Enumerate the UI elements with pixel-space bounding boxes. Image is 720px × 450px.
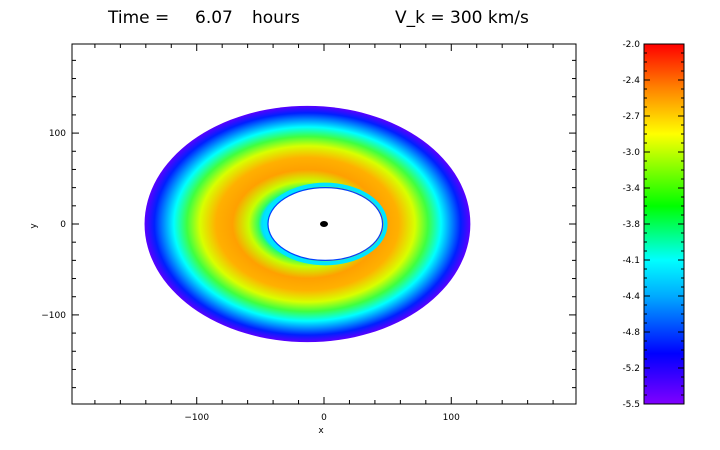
x-tick-labels: −100 0 100 xyxy=(184,413,460,423)
colorbar-tick-label: -3.4 xyxy=(622,184,640,194)
colorbar-tick-label: -2.0 xyxy=(622,40,640,50)
x-tick-label: −100 xyxy=(184,413,209,423)
colorbar-tick-label: -4.4 xyxy=(622,292,640,302)
title-velocity: V_k = 300 km/s xyxy=(395,8,529,28)
title-time-unit: hours xyxy=(252,8,300,28)
x-axis-label: x xyxy=(318,426,324,436)
inner-edge-glow xyxy=(263,182,388,266)
title-time-value: 6.07 xyxy=(195,8,233,28)
colorbar-tick-label: -4.8 xyxy=(622,328,640,338)
x-tick-label: 100 xyxy=(443,413,460,423)
density-field xyxy=(144,105,471,343)
colorbar-gradient xyxy=(643,43,685,405)
title-time-label: Time = xyxy=(107,8,169,28)
colorbar-tick-label: -2.7 xyxy=(622,112,640,122)
x-tick-label: 0 xyxy=(321,413,327,423)
colorbar-tick-label: -5.2 xyxy=(622,364,640,374)
colorbar-tick-label: -3.0 xyxy=(622,148,640,158)
y-tick-label: −100 xyxy=(41,311,66,321)
colorbar: -2.0 -2.4 -2.7 -3.0 -3.4 -3.8 -4.1 -4.4 -4.8 -5.2… xyxy=(622,40,685,410)
axis-ticks xyxy=(72,44,576,404)
y-axis-label: y xyxy=(29,223,39,229)
colorbar-tick-label: -2.4 xyxy=(622,76,640,86)
colorbar-ticks xyxy=(644,43,684,405)
y-tick-label: 0 xyxy=(60,220,66,230)
central-object xyxy=(320,221,328,227)
y-tick-label: 100 xyxy=(49,129,66,139)
plot-title: Time = 6.07 hours V_k = 300 km/s xyxy=(107,8,529,28)
colorbar-tick-label: -5.5 xyxy=(622,400,640,410)
y-tick-labels: −100 0 100 xyxy=(41,129,66,321)
colorbar-tick-label: -4.1 xyxy=(622,256,640,266)
colorbar-tick-label: -3.8 xyxy=(622,220,640,230)
colorbar-tick-labels: -2.0 -2.4 -2.7 -3.0 -3.4 -3.8 -4.1 -4.4 -4.8 -5.2… xyxy=(622,40,640,410)
